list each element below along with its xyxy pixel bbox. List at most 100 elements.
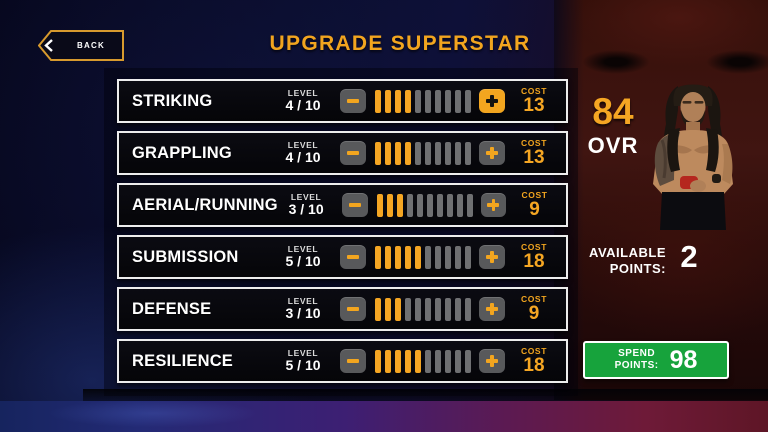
level-bars <box>376 193 473 217</box>
level-bar-empty <box>455 349 461 373</box>
stat-row-aerial-running: AERIAL/RUNNING LEVEL 3 / 10 COST 9 <box>117 183 568 227</box>
decrease-stat-button[interactable] <box>340 349 366 373</box>
back-button-shape <box>38 30 124 61</box>
level-bar-empty <box>445 141 451 165</box>
level-bars <box>375 349 471 373</box>
level-value: 5 / 10 <box>285 356 321 373</box>
increase-stat-button[interactable] <box>479 349 505 373</box>
level-bar-empty <box>445 245 451 269</box>
level-bar-empty <box>445 297 451 321</box>
cost-block: COST 18 <box>512 243 556 272</box>
stat-name: DEFENSE <box>132 299 212 318</box>
minus-icon <box>349 203 362 207</box>
level-bar-filled <box>405 245 411 269</box>
available-points-label-line1: AVAILABLE <box>589 245 666 260</box>
cost-label: COST <box>520 241 547 252</box>
level-label: LEVEL <box>287 87 319 98</box>
overall-rating: 84 OVR <box>584 93 642 159</box>
cost-value: 13 <box>523 147 545 169</box>
increase-stat-button[interactable] <box>479 297 505 321</box>
level-bar-empty <box>455 297 461 321</box>
level-bar-filled <box>395 297 401 321</box>
stat-row-grappling: GRAPPLING LEVEL 4 / 10 COST 13 <box>117 131 568 175</box>
level-bar-filled <box>396 193 403 217</box>
level-bar-filled <box>375 141 381 165</box>
increase-stat-button[interactable] <box>479 89 505 113</box>
cost-block: COST 13 <box>512 139 556 168</box>
level-value: 5 / 10 <box>285 252 321 269</box>
decrease-stat-button[interactable] <box>340 141 366 165</box>
background-shadow-band <box>83 389 768 402</box>
stat-row-resilience: RESILIENCE LEVEL 5 / 10 COST 18 <box>117 339 568 383</box>
level-bar-empty <box>436 193 443 217</box>
level-bar-empty <box>455 89 461 113</box>
decrease-stat-button[interactable] <box>340 245 366 269</box>
cost-block: COST 18 <box>512 347 556 376</box>
level-bar-filled <box>385 297 391 321</box>
level-block: LEVEL 5 / 10 <box>274 347 332 374</box>
cost-label: COST <box>520 293 547 304</box>
level-bar-filled <box>376 193 383 217</box>
level-bar-empty <box>446 193 453 217</box>
cost-block: COST 9 <box>513 191 556 220</box>
level-bar-filled <box>385 141 391 165</box>
cost-value: 13 <box>523 95 545 117</box>
available-points-value: 2 <box>680 239 698 274</box>
overall-rating-label: OVR <box>587 133 639 158</box>
level-label: LEVEL <box>287 295 319 306</box>
stat-row-defense: DEFENSE LEVEL 3 / 10 COST 9 <box>117 287 568 331</box>
level-bar-empty <box>425 89 431 113</box>
level-bar-filled <box>375 245 381 269</box>
level-bar-empty <box>456 193 463 217</box>
plus-icon <box>486 147 498 159</box>
level-bar-filled <box>405 89 411 113</box>
background-bottom-strip <box>0 401 768 432</box>
level-block: LEVEL 3 / 10 <box>274 295 332 322</box>
back-button-label: BACK <box>77 41 105 50</box>
level-bar-filled <box>375 297 381 321</box>
plus-icon <box>486 303 498 315</box>
cost-value: 18 <box>523 251 545 273</box>
stat-row-submission: SUBMISSION LEVEL 5 / 10 COST 18 <box>117 235 568 279</box>
level-bar-empty <box>455 245 461 269</box>
level-bar-empty <box>406 193 413 217</box>
increase-stat-button[interactable] <box>480 193 507 217</box>
level-bar-empty <box>455 141 461 165</box>
stat-name: GRAPPLING <box>132 143 232 162</box>
stat-name: STRIKING <box>132 91 213 110</box>
level-bars <box>375 297 471 321</box>
level-bar-empty <box>435 245 441 269</box>
level-bar-empty <box>466 193 473 217</box>
superstar-portrait <box>653 84 733 230</box>
level-bar-empty <box>425 297 431 321</box>
level-bar-filled <box>385 349 391 373</box>
back-button[interactable]: BACK <box>38 30 124 61</box>
level-label: LEVEL <box>287 347 319 358</box>
plus-icon <box>486 95 498 107</box>
level-bar-empty <box>435 349 441 373</box>
cost-label: COST <box>520 85 547 96</box>
level-bar-filled <box>375 89 381 113</box>
level-bar-empty <box>425 349 431 373</box>
level-bar-empty <box>445 89 451 113</box>
cost-label: COST <box>520 137 547 148</box>
increase-stat-button[interactable] <box>479 245 505 269</box>
decrease-stat-button[interactable] <box>342 193 368 217</box>
level-bar-empty <box>415 141 421 165</box>
level-bar-filled <box>415 245 421 269</box>
decrease-stat-button[interactable] <box>340 297 366 321</box>
decrease-stat-button[interactable] <box>340 89 366 113</box>
cost-label: COST <box>521 189 548 200</box>
level-bar-filled <box>385 245 391 269</box>
minus-icon <box>347 151 359 155</box>
plus-icon <box>486 251 498 263</box>
level-bars <box>375 141 471 165</box>
spend-points-button[interactable]: SPEND POINTS: 98 <box>583 341 729 379</box>
increase-stat-button[interactable] <box>479 141 505 165</box>
level-bar-filled <box>405 141 411 165</box>
level-value: 3 / 10 <box>285 304 321 321</box>
level-bar-filled <box>375 349 381 373</box>
level-bar-empty <box>415 297 421 321</box>
level-bars <box>375 89 471 113</box>
